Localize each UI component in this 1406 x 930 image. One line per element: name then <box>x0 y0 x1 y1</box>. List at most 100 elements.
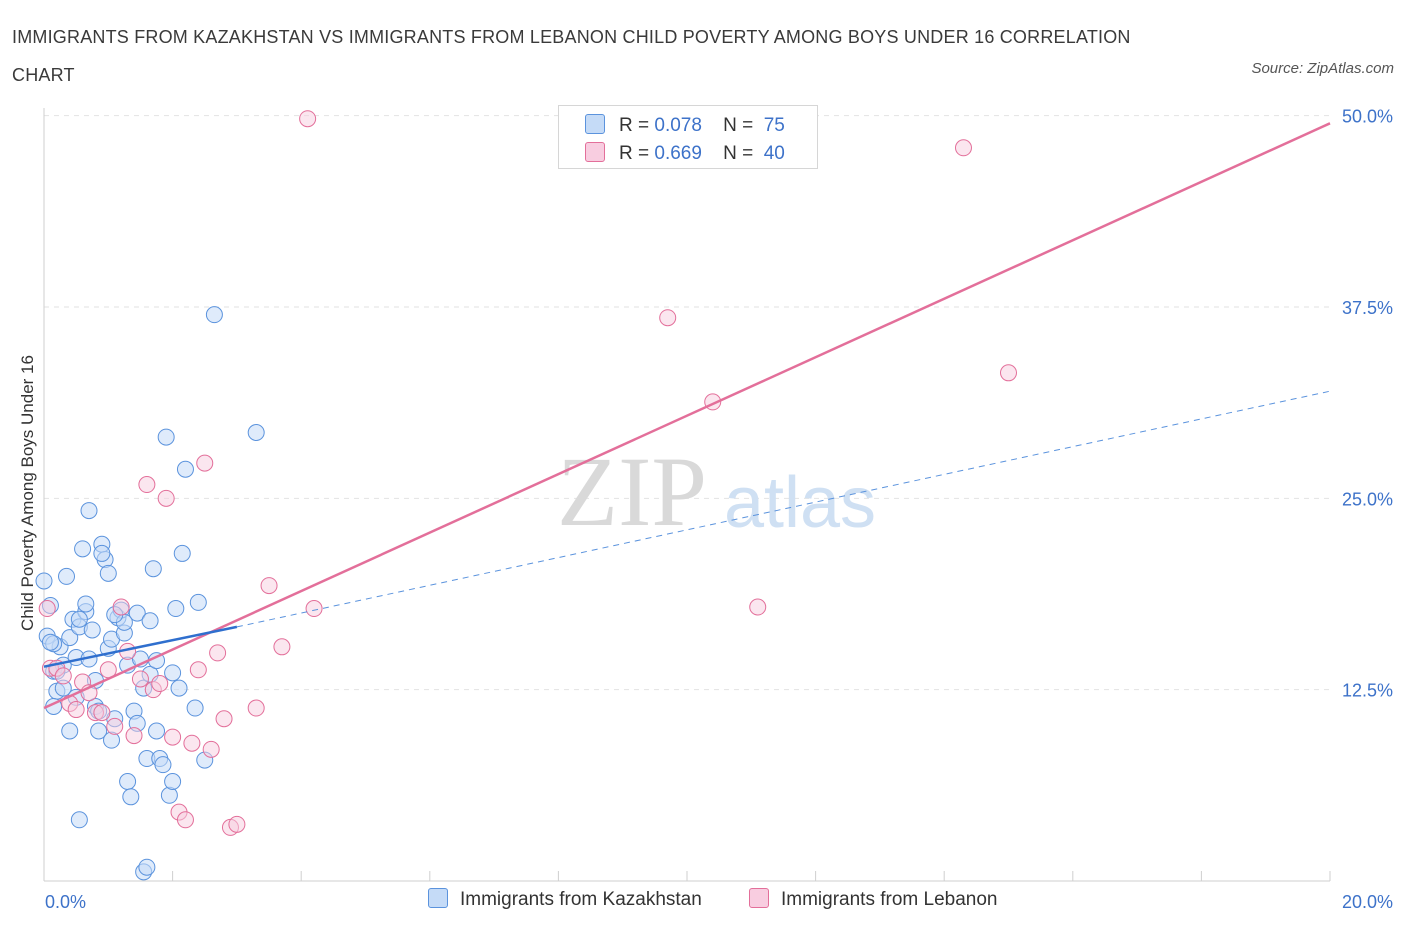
bottom-legend-label: Immigrants from Kazakhstan <box>460 889 702 910</box>
kazakhstan-point <box>176 460 194 478</box>
lebanon-point <box>215 710 233 728</box>
kazakhstan-point <box>164 773 182 791</box>
kazakhstan-point <box>93 544 111 562</box>
legend-r-value: 0.078 <box>654 115 702 136</box>
kazakhstan-point <box>154 756 172 774</box>
kazakhstan-point <box>74 540 92 558</box>
lebanon-point <box>176 811 194 829</box>
lebanon-point <box>260 577 278 595</box>
lebanon-point <box>54 667 72 685</box>
lebanon-point <box>38 600 56 618</box>
lebanon-point <box>299 110 317 128</box>
lebanon-point <box>138 476 156 494</box>
kazakhstan-point <box>167 600 185 618</box>
bottom-legend-label: Immigrants from Lebanon <box>781 889 998 910</box>
kazakhstan-points <box>35 306 265 881</box>
lebanon-point <box>247 699 265 717</box>
y-tick-label: 25.0% <box>1342 489 1393 509</box>
lebanon-point <box>131 670 149 688</box>
kazakhstan-swatch <box>585 114 605 134</box>
x-tick-label-min: 0.0% <box>45 892 86 912</box>
kazakhstan-point <box>148 722 166 740</box>
kazakhstan-point <box>128 604 146 622</box>
lebanon-point <box>749 598 767 616</box>
kazakhstan-point <box>173 544 191 562</box>
legend-n-value: 40 <box>763 143 785 164</box>
kazakhstan-point <box>103 731 121 749</box>
lebanon-point <box>106 717 124 735</box>
y-tick-label: 50.0% <box>1342 107 1393 127</box>
kazakhstan-point <box>41 633 59 651</box>
source-label: Source: ZipAtlas.com <box>1251 60 1394 77</box>
lebanon-swatch <box>749 888 769 908</box>
kazakhstan-point <box>61 722 79 740</box>
lebanon-point <box>183 734 201 752</box>
kazakhstan-point <box>205 306 223 324</box>
lebanon-point <box>151 675 169 693</box>
kazakhstan-point <box>141 612 159 630</box>
kazakhstan-point <box>77 595 95 613</box>
x-tick-label-max: 20.0% <box>1342 892 1393 912</box>
lebanon-point <box>164 728 182 746</box>
grid-lines <box>44 115 1330 691</box>
kazakhstan-point <box>119 773 137 791</box>
legend-row-lebanon: R = 0.669 N = 40 <box>585 142 785 166</box>
kazakhstan-point <box>80 502 98 520</box>
kazakhstan-trend-line <box>43 625 238 668</box>
lebanon-point <box>209 644 227 662</box>
lebanon-point <box>273 638 291 656</box>
kazakhstan-point <box>164 664 182 682</box>
kazakhstan-point <box>35 572 53 590</box>
bottom-legend-kazakhstan: Immigrants from Kazakhstan <box>428 888 702 911</box>
legend-r-value: 0.669 <box>654 143 702 164</box>
stats-legend: R = 0.078 N = 75 R = 0.669 N = 40 <box>558 105 818 169</box>
lebanon-point <box>1000 364 1017 382</box>
lebanon-point <box>196 454 214 472</box>
watermark-zip: ZIP <box>557 436 707 547</box>
kazakhstan-point <box>160 786 178 804</box>
lebanon-point <box>202 740 220 758</box>
y-tick-label: 12.5% <box>1342 681 1393 701</box>
legend-n-value: 75 <box>763 115 785 136</box>
watermark-atlas: atlas <box>724 463 876 543</box>
lebanon-swatch <box>585 142 605 162</box>
kazakhstan-point <box>186 699 204 717</box>
lebanon-point <box>659 309 677 327</box>
lebanon-points <box>38 110 1017 836</box>
kazakhstan-point <box>138 858 156 876</box>
legend-r-label: R = <box>619 143 650 164</box>
kazakhstan-point <box>144 560 162 578</box>
y-tick-label: 37.5% <box>1342 298 1393 318</box>
watermark: ZIP atlas <box>557 436 876 547</box>
axes <box>43 108 1331 882</box>
legend-n-label: N = <box>723 143 754 164</box>
kazakhstan-swatch <box>428 888 448 908</box>
kazakhstan-point <box>157 428 175 446</box>
lebanon-point <box>67 701 85 719</box>
legend-row-kazakhstan: R = 0.078 N = 75 <box>585 114 785 138</box>
chart-title: IMMIGRANTS FROM KAZAKHSTAN VS IMMIGRANTS… <box>12 27 1131 85</box>
lebanon-point <box>125 727 143 745</box>
kazakhstan-point <box>83 621 101 639</box>
kazakhstan-point <box>99 564 117 582</box>
kazakhstan-point <box>70 811 88 829</box>
lebanon-point <box>189 661 207 679</box>
bottom-legend-lebanon: Immigrants from Lebanon <box>749 888 998 911</box>
lebanon-point <box>228 815 246 833</box>
legend-r-label: R = <box>619 115 650 136</box>
kazakhstan-point <box>247 424 265 442</box>
lebanon-point <box>305 600 323 618</box>
kazakhstan-point <box>61 629 79 647</box>
lebanon-point <box>157 489 175 507</box>
lebanon-point <box>954 139 972 157</box>
kazakhstan-point <box>70 610 88 628</box>
lebanon-point <box>93 704 111 722</box>
lebanon-trend-line <box>43 122 1331 710</box>
kazakhstan-point <box>58 567 76 585</box>
kazakhstan-point <box>90 722 108 740</box>
kazakhstan-point <box>189 593 207 611</box>
kazakhstan-point <box>122 788 140 806</box>
lebanon-point <box>112 598 130 616</box>
kazakhstan-point <box>170 679 188 697</box>
